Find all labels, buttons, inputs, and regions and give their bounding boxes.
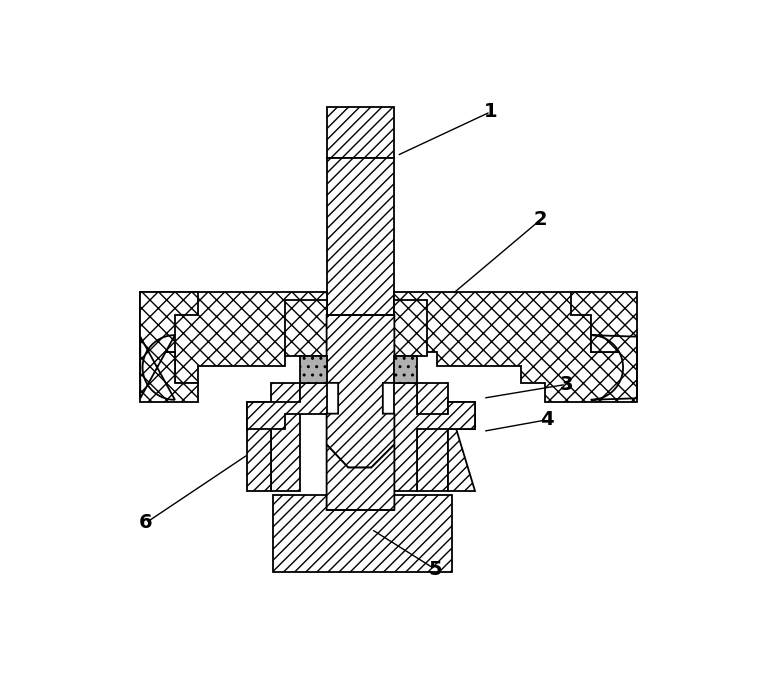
Polygon shape xyxy=(418,383,449,491)
Polygon shape xyxy=(326,158,395,315)
Polygon shape xyxy=(141,292,326,383)
Text: 5: 5 xyxy=(429,560,442,579)
Polygon shape xyxy=(395,356,418,383)
Polygon shape xyxy=(571,292,637,352)
Polygon shape xyxy=(395,383,475,491)
Polygon shape xyxy=(326,315,395,468)
Polygon shape xyxy=(591,335,637,400)
Text: 3: 3 xyxy=(559,375,573,394)
Polygon shape xyxy=(285,300,326,356)
Polygon shape xyxy=(141,335,175,400)
Polygon shape xyxy=(449,402,475,491)
Polygon shape xyxy=(141,352,198,402)
Polygon shape xyxy=(247,402,271,491)
Polygon shape xyxy=(326,444,395,510)
Polygon shape xyxy=(141,292,198,352)
Text: 6: 6 xyxy=(139,513,153,533)
Polygon shape xyxy=(300,356,326,383)
Polygon shape xyxy=(395,300,428,356)
Polygon shape xyxy=(395,292,637,402)
Polygon shape xyxy=(273,495,452,572)
Polygon shape xyxy=(326,107,395,158)
Polygon shape xyxy=(247,383,326,429)
Text: 4: 4 xyxy=(540,410,554,429)
Text: 2: 2 xyxy=(534,210,548,229)
Text: 1: 1 xyxy=(484,103,498,121)
Polygon shape xyxy=(271,383,300,491)
